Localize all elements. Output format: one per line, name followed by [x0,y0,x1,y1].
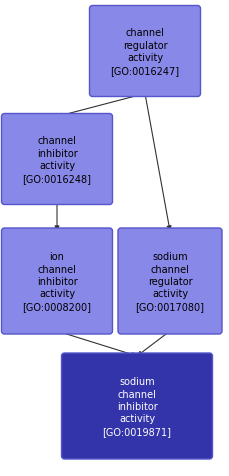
Text: sodium
channel
inhibitor
activity
[GO:0019871]: sodium channel inhibitor activity [GO:00… [103,377,172,436]
Text: sodium
channel
regulator
activity
[GO:0017080]: sodium channel regulator activity [GO:00… [136,252,204,311]
FancyBboxPatch shape [90,7,201,97]
Text: ion
channel
inhibitor
activity
[GO:0008200]: ion channel inhibitor activity [GO:00082… [22,252,92,311]
Text: channel
regulator
activity
[GO:0016247]: channel regulator activity [GO:0016247] [110,29,180,75]
FancyBboxPatch shape [62,353,213,459]
FancyBboxPatch shape [2,114,112,205]
FancyBboxPatch shape [2,228,112,334]
Text: channel
inhibitor
activity
[GO:0016248]: channel inhibitor activity [GO:0016248] [22,136,92,183]
FancyBboxPatch shape [118,228,222,334]
